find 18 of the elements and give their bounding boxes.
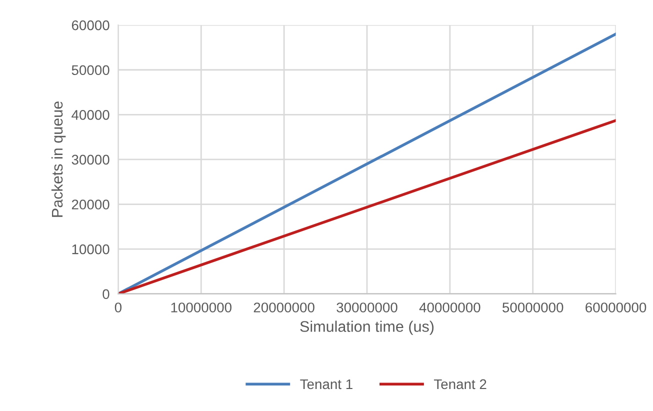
y-axis-title: Packets in queue (51, 102, 66, 217)
y-tick-label: 40000 (72, 110, 110, 120)
x-tick-label: 40000000 (419, 302, 480, 312)
y-tick-label: 50000 (72, 65, 110, 76)
x-tick-label: 30000000 (336, 302, 398, 312)
x-tick-label: 60000000 (586, 302, 646, 312)
y-tick-label: 10000 (72, 244, 110, 254)
y-tick-label: 0 (102, 289, 110, 300)
x-axis-title: Simulation time (us) (300, 320, 434, 335)
y-tick-label: 60000 (72, 20, 110, 30)
x-tick-label: 50000000 (502, 302, 564, 312)
x-tick-label: 0 (114, 302, 122, 312)
y-tick-label: 30000 (72, 154, 110, 165)
legend-label: Tenant 2 (434, 379, 486, 390)
x-tick-label: 20000000 (254, 302, 314, 312)
x-tick-label: 10000000 (171, 302, 232, 312)
y-tick-label: 20000 (72, 200, 110, 210)
legend-label: Tenant 1 (300, 379, 352, 390)
